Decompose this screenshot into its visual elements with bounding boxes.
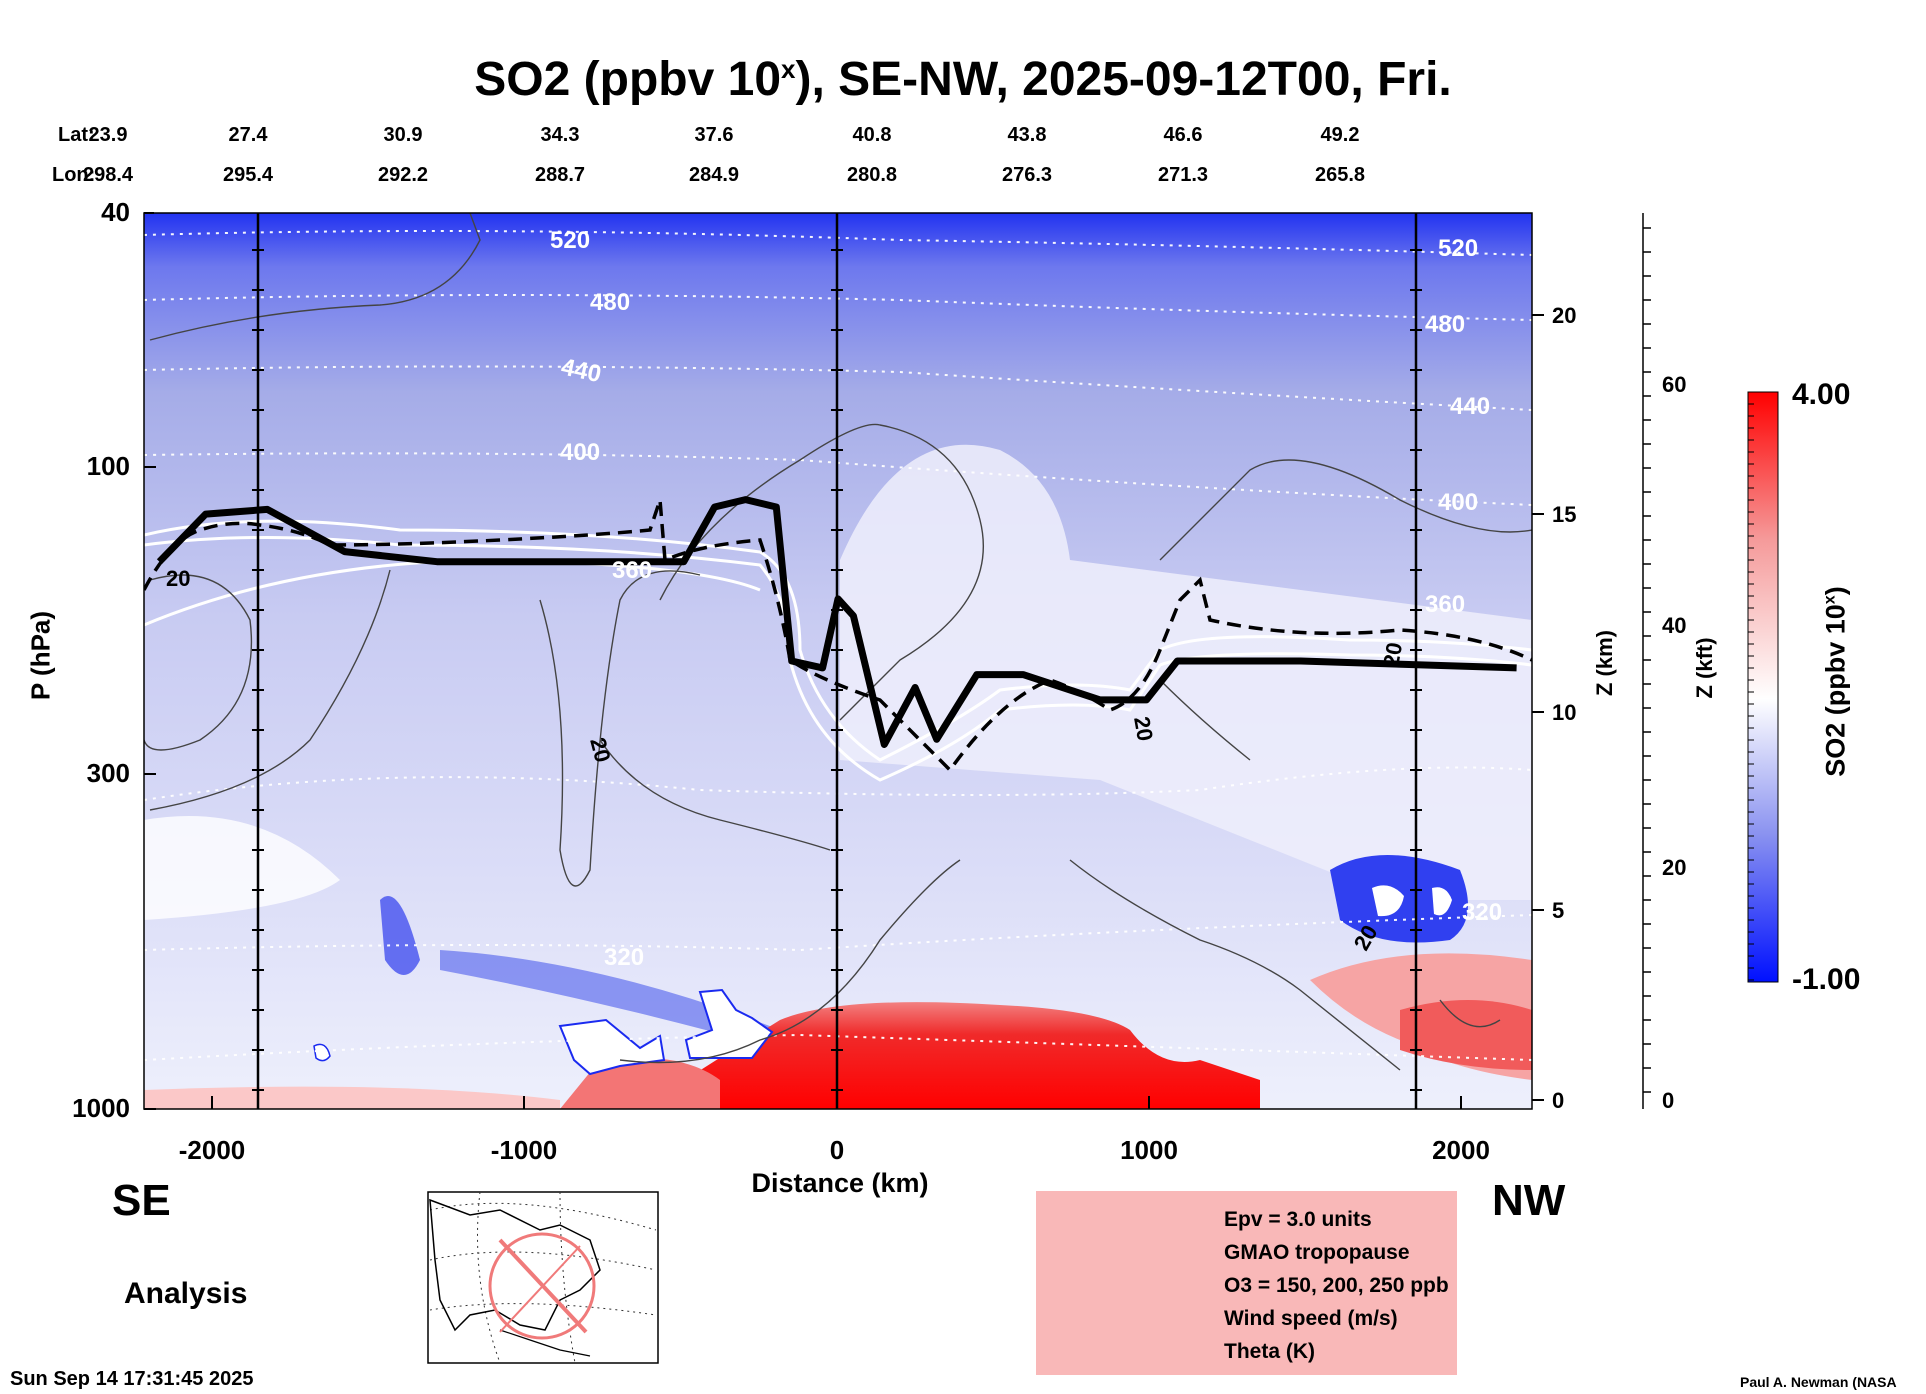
zkft-tick-0: 0 — [1662, 1088, 1675, 1113]
lon-value: 288.7 — [534, 164, 586, 186]
credit: Paul A. Newman (NASA — [1740, 1374, 1897, 1390]
svg-text:440: 440 — [1450, 393, 1490, 420]
direction-se: SE — [112, 1176, 171, 1225]
legend-tropopause: GMAO tropopause — [1224, 1241, 1410, 1264]
station-ticks — [252, 249, 1422, 1091]
colorbar-label: SO2 (ppbv 10x) — [1820, 586, 1851, 777]
svg-text:480: 480 — [1425, 311, 1465, 338]
y-axis-label: P (hPa) — [25, 610, 56, 701]
zkm-tick-15: 15 — [1552, 502, 1577, 527]
svg-text:20: 20 — [166, 566, 190, 591]
lat-value: 49.2 — [1320, 124, 1360, 146]
x-tick-2000: 2000 — [1432, 1135, 1490, 1165]
zkft-tick-40: 40 — [1662, 613, 1687, 638]
axis-ticks — [144, 212, 1462, 1110]
zkft-tick-20: 20 — [1662, 855, 1687, 880]
lat-value: 23.9 — [88, 124, 128, 146]
lat-value: 34.3 — [540, 124, 580, 146]
theta-labels: 520 480 440 400 360 320 520 480 440 400 … — [550, 227, 1502, 971]
lat-value: 30.9 — [383, 124, 423, 146]
colorbar-max: 4.00 — [1792, 378, 1851, 411]
lon-value: 271.3 — [1157, 164, 1209, 186]
svg-text:320: 320 — [604, 944, 644, 971]
svg-text:480: 480 — [590, 289, 630, 316]
colorbar-ticks — [1748, 391, 1754, 981]
lat-value: 40.8 — [852, 124, 892, 146]
legend-ozone: O3 = 150, 200, 250 ppb — [1224, 1274, 1449, 1297]
zkm-tick-10: 10 — [1552, 700, 1577, 725]
zkft-tick-60: 60 — [1662, 372, 1687, 397]
theta-contours — [144, 230, 1532, 1061]
svg-text:520: 520 — [550, 227, 590, 254]
lat-value: 43.8 — [1007, 124, 1047, 146]
colorbar-min: -1.00 — [1792, 963, 1861, 996]
zkft-axis — [1642, 213, 1651, 1109]
y-tick-40: 40 — [101, 197, 130, 227]
lon-value: 276.3 — [1001, 164, 1053, 186]
lat-value: 46.6 — [1163, 124, 1203, 146]
legend — [1036, 1191, 1457, 1375]
zkm-tick-5: 5 — [1552, 898, 1565, 923]
lon-value: 265.8 — [1314, 164, 1366, 186]
inset-map — [427, 1191, 659, 1364]
colorbar — [1747, 391, 1779, 983]
zkft-axis-label: Z (kft) — [1692, 637, 1717, 699]
x-tick-m2000: -2000 — [178, 1135, 246, 1165]
x-axis-label: Distance (km) — [751, 1168, 929, 1198]
timestamp: Sun Sep 14 17:31:45 2025 — [10, 1368, 254, 1390]
legend-theta: Theta (K) — [1224, 1340, 1315, 1363]
zkm-axis — [1532, 314, 1544, 1101]
zkm-axis-label: Z (km) — [1592, 630, 1617, 696]
lon-value: 298.4 — [82, 164, 134, 186]
svg-text:360: 360 — [612, 557, 652, 584]
lat-row-label: Lat: — [58, 124, 95, 146]
wind-contours — [144, 213, 1532, 1071]
lon-value: 280.8 — [846, 164, 898, 186]
y-tick-300: 300 — [86, 758, 130, 788]
svg-text:360: 360 — [1425, 591, 1465, 618]
lon-value: 284.9 — [688, 164, 740, 186]
x-tick-m1000: -1000 — [490, 1135, 558, 1165]
zkm-tick-20: 20 — [1552, 303, 1577, 328]
lat-value: 37.6 — [694, 124, 734, 146]
zkm-tick-0: 0 — [1552, 1088, 1565, 1113]
svg-text:400: 400 — [560, 439, 600, 466]
y-tick-100: 100 — [86, 451, 130, 481]
svg-text:320: 320 — [1462, 899, 1502, 926]
svg-text:400: 400 — [1438, 489, 1478, 516]
tropopause-line — [156, 496, 1517, 748]
lon-value: 292.2 — [377, 164, 429, 186]
station-lines — [256, 213, 1418, 1109]
lon-value: 295.4 — [222, 164, 274, 186]
x-tick-1000: 1000 — [1120, 1135, 1178, 1165]
lon-row-label: Lon: — [52, 164, 96, 186]
analysis-label: Analysis — [124, 1277, 248, 1310]
legend-epv: Epv = 3.0 units — [1224, 1208, 1372, 1231]
svg-text:20: 20 — [1129, 715, 1158, 743]
legend-wind: Wind speed (m/s) — [1224, 1307, 1398, 1330]
epv-contour — [144, 499, 1532, 773]
svg-text:20: 20 — [1378, 640, 1407, 668]
y-tick-1000: 1000 — [72, 1093, 130, 1123]
chart-title: SO2 (ppbv 10x), SE-NW, 2025-09-12T00, Fr… — [474, 53, 1452, 106]
direction-nw: NW — [1492, 1176, 1566, 1225]
lat-value: 27.4 — [228, 124, 268, 146]
svg-text:520: 520 — [1438, 235, 1478, 262]
x-tick-0: 0 — [829, 1135, 845, 1165]
